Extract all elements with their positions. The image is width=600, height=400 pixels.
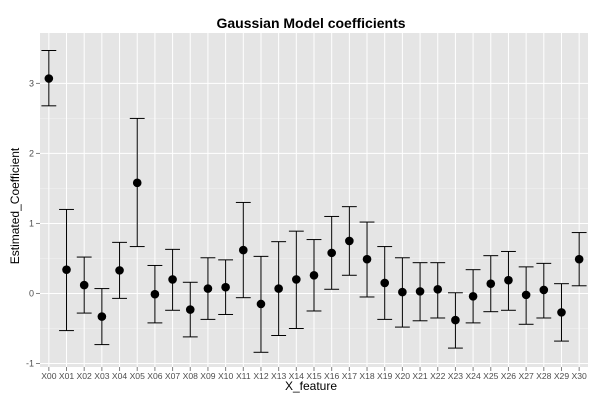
point-X06 — [150, 289, 160, 299]
point-X30 — [574, 254, 584, 264]
point-X09 — [203, 284, 213, 293]
point-X27 — [521, 290, 531, 300]
x-tick-label-X07: X07 — [165, 371, 181, 381]
point-X07 — [168, 275, 177, 284]
x-tick-label-X28: X28 — [536, 371, 552, 381]
point-X13 — [274, 284, 283, 293]
point-X25 — [486, 279, 496, 288]
x-axis-title: X_feature — [285, 379, 337, 393]
x-tick-label-X26: X26 — [501, 371, 517, 381]
x-tick-label-X10: X10 — [218, 371, 234, 381]
chart-title: Gaussian Model coefficients — [216, 15, 405, 31]
x-tick-label-X17: X17 — [342, 371, 358, 381]
point-X16 — [327, 248, 336, 258]
point-X15 — [309, 270, 319, 280]
x-tick-label-X14: X14 — [289, 371, 305, 381]
x-axis-ticks: X00 X01 X02 X03 X04 X05 X06 X07 X08 X09 X10 X11 X12 X… — [41, 367, 587, 381]
error-bars — [41, 50, 587, 353]
y-tick-label: 0 — [29, 288, 34, 298]
point-X04 — [115, 266, 124, 275]
x-tick-label-X01: X01 — [59, 371, 75, 381]
point-X22 — [433, 284, 443, 294]
point-X29 — [557, 308, 566, 317]
point-X14 — [292, 275, 301, 284]
x-tick-label-X15: X15 — [306, 371, 322, 381]
point-X12 — [256, 299, 266, 309]
point-X20 — [398, 287, 407, 297]
x-tick-label-X13: X13 — [271, 371, 287, 381]
point-X05 — [132, 178, 142, 188]
point-X03 — [97, 312, 107, 321]
point-X24 — [468, 291, 478, 301]
x-tick-label-X30: X30 — [572, 371, 588, 381]
y-tick-label: 1 — [29, 218, 34, 228]
point-X11 — [238, 245, 248, 255]
point-X00 — [44, 74, 54, 83]
x-tick-label-X06: X06 — [147, 371, 163, 381]
point-X21 — [415, 287, 425, 296]
point-X02 — [79, 280, 89, 290]
x-tick-label-X08: X08 — [183, 371, 199, 381]
x-tick-label-X21: X21 — [412, 371, 428, 381]
point-X19 — [380, 278, 390, 288]
x-tick-label-X27: X27 — [518, 371, 534, 381]
data-points — [44, 74, 584, 325]
x-tick-label-X19: X19 — [377, 371, 393, 381]
point-X10 — [221, 282, 230, 292]
point-X17 — [345, 236, 354, 246]
point-X23 — [451, 315, 460, 325]
point-X26 — [504, 275, 513, 285]
x-tick-label-X04: X04 — [112, 371, 128, 381]
point-X01 — [62, 265, 71, 274]
x-tick-label-X23: X23 — [448, 371, 464, 381]
x-tick-label-X22: X22 — [430, 371, 446, 381]
x-tick-label-X24: X24 — [465, 371, 481, 381]
point-X18 — [362, 254, 372, 264]
x-tick-label-X25: X25 — [483, 371, 499, 381]
y-tick-label: 3 — [29, 78, 34, 88]
x-tick-label-X00: X00 — [41, 371, 57, 381]
x-tick-label-X11: X11 — [236, 371, 251, 381]
point-X28 — [539, 285, 549, 295]
x-tick-label-X09: X09 — [200, 371, 216, 381]
x-tick-label-X18: X18 — [359, 371, 375, 381]
x-tick-label-X05: X05 — [130, 371, 146, 381]
x-tick-label-X29: X29 — [554, 371, 570, 381]
x-tick-label-X12: X12 — [253, 371, 269, 381]
y-tick-label: -1 — [26, 358, 34, 368]
point-X08 — [185, 305, 195, 314]
x-tick-label-X03: X03 — [94, 371, 110, 381]
x-tick-label-X02: X02 — [77, 371, 93, 381]
y-tick-label: 2 — [29, 148, 34, 158]
y-axis-title: Estimated_Coefficient — [8, 147, 22, 264]
x-tick-label-X16: X16 — [324, 371, 340, 381]
y-axis-ticks: -1 0 1 2 3 — [26, 78, 40, 368]
x-tick-label-X20: X20 — [395, 371, 411, 381]
